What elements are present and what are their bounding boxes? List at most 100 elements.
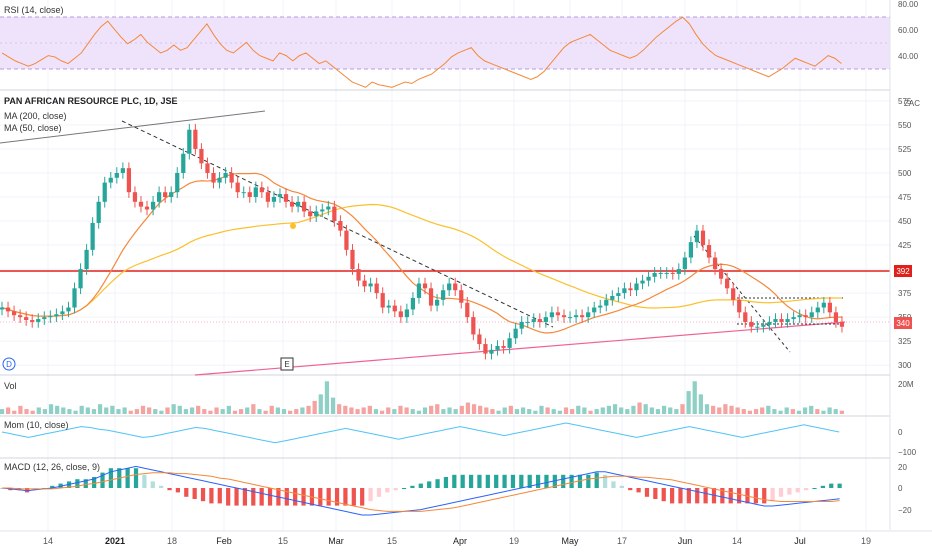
price-tick-label: 500 — [898, 169, 912, 178]
macd-histogram-bar — [510, 474, 516, 488]
macd-histogram-bar — [611, 481, 616, 488]
volume-bar — [692, 381, 697, 414]
volume-bar — [177, 405, 182, 414]
candle-body — [682, 257, 687, 270]
macd-histogram-bar — [293, 488, 298, 506]
candle-body — [199, 148, 204, 164]
momentum-pane[interactable]: Mom (10, close) — [1, 420, 840, 444]
volume-bar — [355, 409, 360, 414]
candle-body — [598, 305, 603, 308]
volume-bar — [471, 404, 477, 414]
candle-body — [241, 192, 246, 194]
price-tick-label: 525 — [898, 145, 912, 154]
macd-line — [1, 465, 840, 516]
candle-body — [392, 305, 397, 312]
ma200-line — [1, 203, 842, 317]
volume-bar — [379, 410, 385, 414]
volume-bar — [12, 410, 17, 414]
candle-body — [839, 321, 845, 327]
macd-histogram-bar — [351, 488, 356, 506]
candle-body — [785, 319, 790, 322]
volume-bar — [245, 407, 250, 414]
macd-histogram-bar — [460, 474, 465, 488]
last-price-label: 340 — [896, 319, 910, 328]
volume-bar — [410, 409, 415, 414]
price-tick-label: 325 — [898, 337, 912, 346]
volume-bar — [122, 407, 127, 414]
macd-histogram-bar — [653, 488, 658, 499]
x-tick-label: May — [561, 536, 579, 546]
volume-bar — [686, 391, 691, 414]
candle-body — [459, 290, 464, 303]
rsi-legend: RSI (14, close) — [4, 5, 64, 15]
currency-label: ZAC — [904, 99, 920, 108]
volume-bar — [226, 405, 231, 414]
volume-bar — [539, 405, 544, 414]
ma200-legend: MA (200, close) — [4, 111, 67, 121]
time-axis[interactable]: 14 2021 18 Feb 15 Mar 15 Apr 19 May 17 Jun 14 Jul 19 — [0, 530, 932, 546]
price-pane[interactable]: PAN AFRICAN RESOURCE PLC, 1D, JSE MA (20… — [0, 96, 890, 376]
candle-body — [11, 311, 17, 316]
candle-body — [622, 288, 627, 294]
volume-bar — [134, 409, 139, 414]
candle-body — [755, 326, 760, 328]
candle-body — [386, 305, 391, 308]
x-tick-label: Jun — [678, 536, 693, 546]
candle-body — [271, 196, 277, 202]
chart-title: PAN AFRICAN RESOURCE PLC, 1D, JSE — [4, 96, 178, 106]
volume-bar — [778, 410, 783, 414]
volume-bar — [796, 410, 802, 414]
candle-body — [797, 315, 802, 318]
candle-body — [295, 201, 301, 207]
candle-body — [543, 317, 548, 322]
candle-body — [561, 315, 567, 318]
volume-bar — [159, 410, 164, 414]
volume-bar — [637, 402, 642, 414]
macd-histogram-bar — [452, 474, 457, 488]
candle-body — [277, 194, 283, 197]
macd-histogram-bar — [418, 483, 423, 488]
volume-bar — [600, 407, 605, 414]
candle-body — [308, 211, 313, 217]
candle-body — [531, 319, 536, 322]
macd-histogram-bar — [527, 474, 532, 488]
volume-bar — [318, 394, 323, 414]
candle-body — [803, 315, 808, 318]
earnings-marker[interactable] — [280, 357, 294, 371]
macd-histogram-bar — [837, 483, 842, 488]
resistance-price-label: 392 — [896, 267, 910, 276]
volume-bar — [36, 407, 41, 414]
candle-body — [283, 194, 289, 202]
volume-bar — [631, 405, 636, 414]
volume-bar — [815, 409, 820, 414]
macd-histogram-bar — [343, 488, 348, 506]
candle-body — [404, 309, 409, 318]
candle-body — [712, 257, 718, 270]
candle-body — [489, 349, 494, 354]
ma50-line — [1, 172, 842, 334]
candle-body — [320, 209, 325, 212]
volume-bar — [790, 409, 795, 414]
x-tick-label: 19 — [509, 536, 519, 546]
macd-histogram-bar — [519, 474, 524, 488]
price-tick-label: 475 — [898, 193, 912, 202]
dividend-marker[interactable] — [2, 357, 16, 371]
macd-histogram-bar — [159, 485, 164, 488]
candle-body — [809, 312, 814, 318]
volume-pane[interactable]: Vol — [0, 381, 844, 414]
candle-body — [731, 288, 736, 300]
price-tick-label: 450 — [898, 217, 912, 226]
candle-body — [211, 172, 216, 183]
macd-pane[interactable]: MACD (12, 26, close, 9) — [0, 462, 842, 516]
volume-bar — [147, 407, 152, 414]
rsi-pane[interactable]: RSI (14, close) — [0, 5, 890, 88]
x-tick-label: Mar — [328, 536, 344, 546]
macd-histogram-bar — [753, 488, 758, 504]
signal-line — [2, 472, 840, 512]
x-tick-label: Feb — [216, 536, 232, 546]
volume-bar — [73, 410, 78, 414]
x-tick-label: 14 — [732, 536, 742, 546]
volume-bar — [269, 405, 274, 414]
